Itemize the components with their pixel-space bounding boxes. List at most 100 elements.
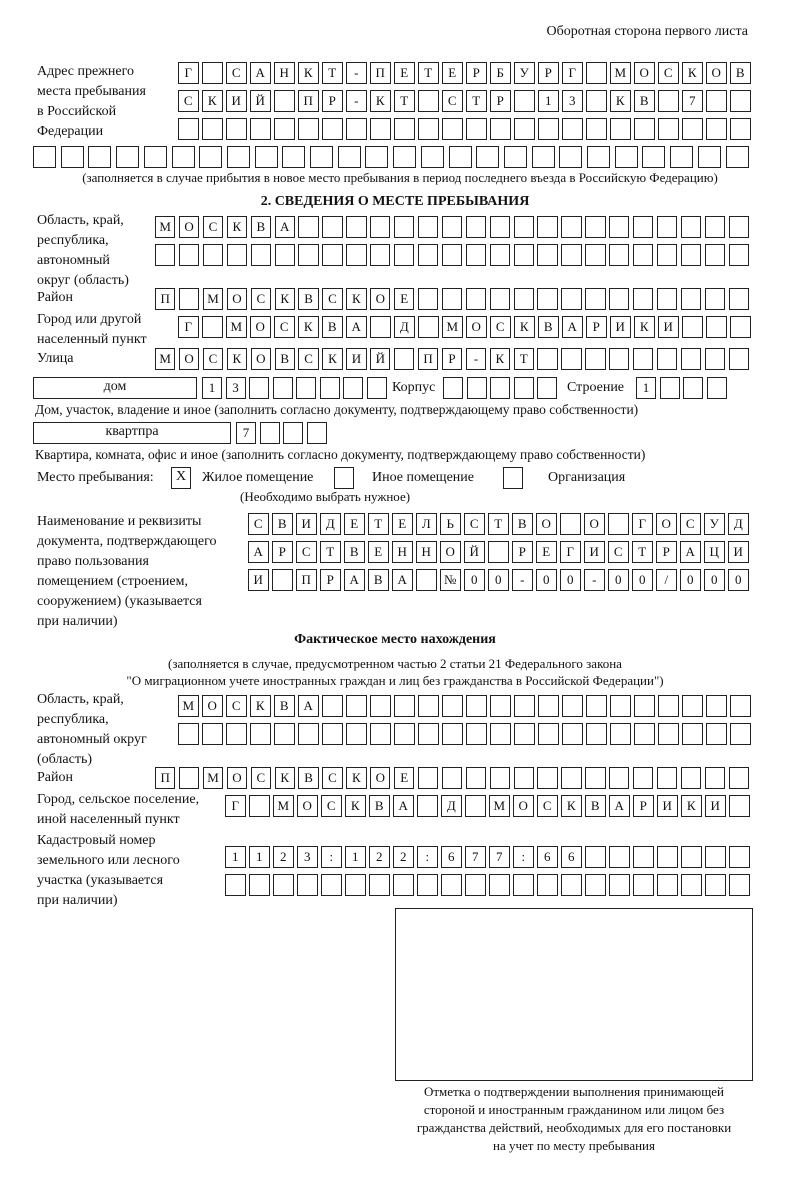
- letter-cell[interactable]: [682, 316, 703, 338]
- letter-cell[interactable]: [143, 146, 167, 168]
- letter-cell[interactable]: 0: [560, 569, 581, 591]
- letter-cell[interactable]: [704, 288, 726, 310]
- letter-cell[interactable]: [633, 767, 654, 789]
- letter-cell[interactable]: [394, 244, 415, 266]
- letter-cell[interactable]: [681, 846, 702, 868]
- letter-cell[interactable]: [513, 216, 534, 238]
- letter-cell[interactable]: Д: [441, 795, 462, 817]
- letter-cell[interactable]: Г: [632, 513, 653, 535]
- letter-cell[interactable]: [633, 348, 654, 370]
- letter-cell[interactable]: [225, 874, 246, 896]
- letter-cell[interactable]: В: [274, 695, 295, 717]
- letter-cell[interactable]: [670, 146, 694, 168]
- letter-cell[interactable]: [657, 874, 678, 896]
- letter-cell[interactable]: [704, 216, 726, 238]
- letter-cell[interactable]: [503, 146, 527, 168]
- letter-cell[interactable]: [394, 348, 415, 370]
- letter-cell[interactable]: Р: [466, 62, 487, 84]
- letter-cell[interactable]: [393, 146, 417, 168]
- letter-cell[interactable]: В: [250, 216, 271, 238]
- letter-cell[interactable]: [513, 288, 534, 310]
- stay-residential-checkbox[interactable]: X: [171, 467, 191, 489]
- letter-cell[interactable]: [656, 767, 678, 789]
- letter-cell[interactable]: Г: [560, 541, 581, 563]
- letter-cell[interactable]: /: [656, 569, 677, 591]
- letter-cell[interactable]: [298, 118, 319, 140]
- letter-cell[interactable]: Л: [416, 513, 437, 535]
- letter-cell[interactable]: Т: [320, 541, 341, 563]
- letter-cell[interactable]: [514, 695, 535, 717]
- letter-cell[interactable]: О: [513, 795, 534, 817]
- letter-cell[interactable]: [586, 723, 607, 745]
- letter-cell[interactable]: К: [610, 90, 631, 112]
- letter-cell[interactable]: О: [584, 513, 605, 535]
- letter-cell[interactable]: И: [226, 90, 247, 112]
- letter-cell[interactable]: [417, 244, 439, 266]
- letter-cell[interactable]: 1: [225, 846, 246, 868]
- letter-cell[interactable]: [537, 244, 558, 266]
- letter-cell[interactable]: К: [226, 216, 248, 238]
- letter-cell[interactable]: С: [296, 541, 317, 563]
- letter-cell[interactable]: С: [321, 795, 342, 817]
- letter-cell[interactable]: И: [346, 348, 367, 370]
- letter-cell[interactable]: [728, 348, 749, 370]
- letter-cell[interactable]: К: [345, 795, 366, 817]
- letter-cell[interactable]: [370, 723, 391, 745]
- letter-cell[interactable]: [682, 723, 703, 745]
- letter-cell[interactable]: У: [514, 62, 535, 84]
- letter-cell[interactable]: [346, 695, 367, 717]
- letter-cell[interactable]: [465, 874, 486, 896]
- letter-cell[interactable]: [705, 846, 726, 868]
- letter-cell[interactable]: [561, 288, 582, 310]
- letter-cell[interactable]: [730, 316, 751, 338]
- letter-cell[interactable]: П: [155, 767, 176, 789]
- letter-cell[interactable]: 7: [236, 422, 256, 444]
- letter-cell[interactable]: А: [248, 541, 269, 563]
- letter-cell[interactable]: [250, 118, 271, 140]
- letter-cell[interactable]: 0: [464, 569, 485, 591]
- letter-cell[interactable]: [537, 348, 558, 370]
- letter-cell[interactable]: К: [202, 90, 223, 112]
- letter-cell[interactable]: В: [634, 90, 655, 112]
- letter-cell[interactable]: О: [178, 216, 200, 238]
- letter-cell[interactable]: С: [250, 288, 271, 310]
- letter-cell[interactable]: О: [297, 795, 318, 817]
- letter-cell[interactable]: С: [680, 513, 701, 535]
- letter-cell[interactable]: [443, 377, 463, 399]
- letter-cell[interactable]: [346, 118, 367, 140]
- letter-cell[interactable]: [417, 795, 438, 817]
- letter-cell[interactable]: [394, 723, 415, 745]
- letter-cell[interactable]: В: [585, 795, 606, 817]
- letter-cell[interactable]: Е: [368, 541, 389, 563]
- letter-cell[interactable]: [394, 695, 415, 717]
- letter-cell[interactable]: [418, 118, 439, 140]
- letter-cell[interactable]: [585, 846, 606, 868]
- letter-cell[interactable]: [680, 767, 702, 789]
- letter-cell[interactable]: [657, 846, 678, 868]
- letter-cell[interactable]: [394, 118, 415, 140]
- letter-cell[interactable]: [705, 874, 726, 896]
- letter-cell[interactable]: [585, 288, 606, 310]
- letter-cell[interactable]: [465, 795, 486, 817]
- letter-cell[interactable]: [559, 146, 583, 168]
- letter-cell[interactable]: [417, 767, 439, 789]
- letter-cell[interactable]: [370, 244, 391, 266]
- letter-cell[interactable]: [343, 377, 363, 399]
- letter-cell[interactable]: [88, 146, 112, 168]
- letter-cell[interactable]: [656, 244, 678, 266]
- letter-cell[interactable]: И: [610, 316, 631, 338]
- letter-cell[interactable]: А: [680, 541, 701, 563]
- letter-cell[interactable]: С: [464, 513, 485, 535]
- letter-cell[interactable]: [202, 244, 224, 266]
- letter-cell[interactable]: -: [512, 569, 533, 591]
- letter-cell[interactable]: Р: [320, 569, 341, 591]
- letter-cell[interactable]: [586, 118, 607, 140]
- letter-cell[interactable]: [366, 377, 387, 399]
- letter-cell[interactable]: Д: [394, 316, 415, 338]
- letter-cell[interactable]: [634, 695, 655, 717]
- letter-cell[interactable]: Р: [586, 316, 607, 338]
- letter-cell[interactable]: К: [298, 316, 319, 338]
- letter-cell[interactable]: [706, 316, 727, 338]
- letter-cell[interactable]: [442, 723, 463, 745]
- letter-cell[interactable]: К: [346, 288, 367, 310]
